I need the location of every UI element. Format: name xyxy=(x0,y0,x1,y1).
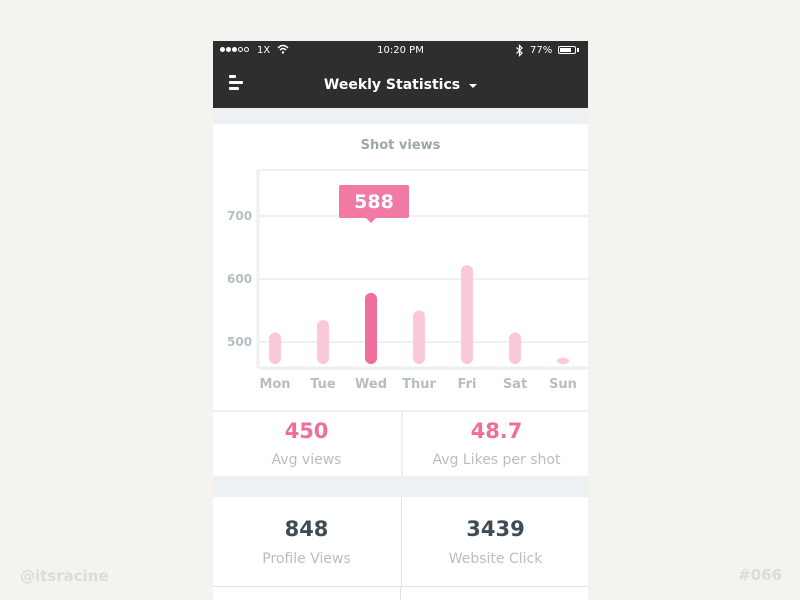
y-tick-label-700: 700 xyxy=(227,209,252,223)
bar-thur xyxy=(413,310,425,364)
x-tick-label-thur: Thur xyxy=(402,377,436,392)
chevron-down-icon[interactable] xyxy=(469,83,478,88)
avg-views-value: 450 xyxy=(284,419,329,443)
y-tick-label-500: 500 xyxy=(227,335,252,349)
bar-sat xyxy=(509,332,521,364)
bar-fri xyxy=(461,265,473,364)
avg-likes-value: 48.7 xyxy=(470,419,523,443)
bar-tue xyxy=(317,319,329,364)
website-click-label: Website Click xyxy=(448,551,543,567)
signal-strength-icon xyxy=(220,47,249,52)
tooltip-value: 588 xyxy=(354,191,394,213)
tooltip-pointer xyxy=(366,218,376,223)
battery-percent: 77% xyxy=(530,45,553,56)
x-tick-label-mon: Mon xyxy=(259,377,290,392)
column-divider xyxy=(400,586,401,600)
tooltip-box xyxy=(339,185,409,218)
battery-icon xyxy=(558,46,576,54)
x-tick-label-fri: Fri xyxy=(458,377,477,392)
x-tick-label-wed: Wed xyxy=(355,377,387,392)
bluetooth-icon xyxy=(516,44,523,57)
x-tick-label-tue: Tue xyxy=(310,377,336,392)
shot-number: #066 xyxy=(738,566,782,584)
profile-views-value: 848 xyxy=(284,517,329,541)
website-click-stat[interactable]: 3439 Website Click xyxy=(401,497,588,586)
nav-bar: Weekly Statistics xyxy=(213,61,588,108)
y-tick-label-600: 600 xyxy=(227,272,252,286)
summary-stats: 450 Avg views 48.7 Avg Likes per shot xyxy=(213,410,588,476)
website-click-value: 3439 xyxy=(466,517,525,541)
x-tick-label-sat: Sat xyxy=(503,377,527,392)
wifi-icon xyxy=(277,44,289,54)
profile-views-stat[interactable]: 848 Profile Views xyxy=(213,497,400,586)
avg-likes-label: Avg Likes per shot xyxy=(432,452,561,468)
chart-title: Shot views xyxy=(360,138,441,153)
profile-views-label: Profile Views xyxy=(262,551,351,567)
battery-tip xyxy=(577,48,579,52)
nav-title[interactable]: Weekly Statistics xyxy=(323,76,461,93)
avg-likes-stat: 48.7 Avg Likes per shot xyxy=(401,412,588,476)
bar-mon xyxy=(269,332,281,364)
bar-sun xyxy=(557,357,569,364)
menu-icon[interactable] xyxy=(229,73,247,91)
status-time: 10:20 PM xyxy=(377,45,424,56)
avg-views-label: Avg views xyxy=(271,452,342,468)
x-tick-label-sun: Sun xyxy=(549,377,577,392)
author-handle: @itsracine xyxy=(20,567,109,585)
avg-views-stat: 450 Avg views xyxy=(213,412,400,476)
phone-screen: 1X 10:20 PM 77% Weekly Statistics Shot v… xyxy=(213,41,588,600)
shot-views-chart: 500 600 700 Mon Tue Wed Thur Fri Sat Sun 588 xyxy=(227,169,588,392)
status-bar: 1X 10:20 PM 77% xyxy=(213,41,588,61)
detail-stats: 848 Profile Views 3439 Website Click xyxy=(213,497,588,600)
carrier-label: 1X xyxy=(257,45,271,56)
bar-wed xyxy=(365,292,377,364)
